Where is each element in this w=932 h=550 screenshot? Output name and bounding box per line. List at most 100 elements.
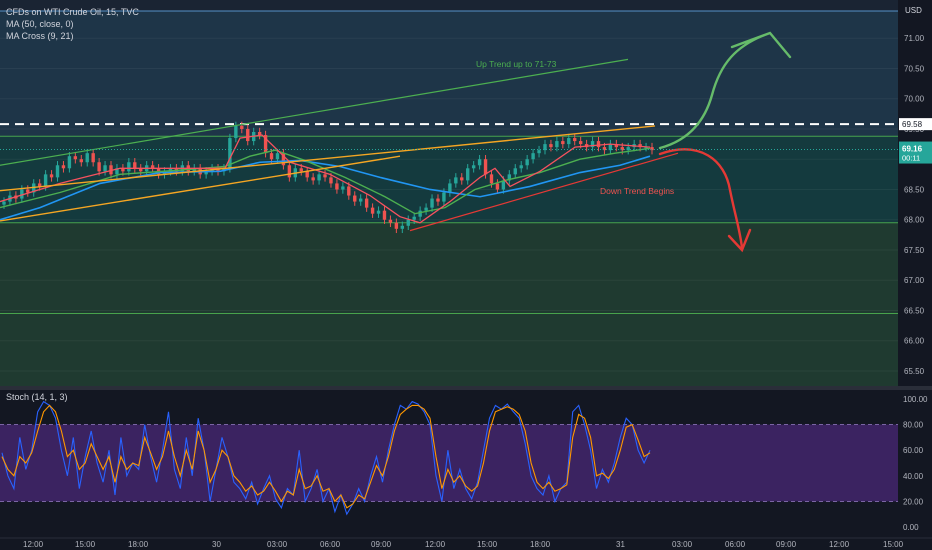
candle-body [412, 216, 416, 220]
candle-body [49, 174, 54, 178]
candle-body [109, 165, 113, 175]
annotation-down-trend: Down Trend Begins [600, 186, 674, 196]
price-tick-label: 66.00 [904, 337, 925, 346]
candle-body [573, 138, 577, 142]
orange-trend-line[interactable] [0, 125, 656, 192]
stoch-tick-label: 0.00 [903, 523, 919, 532]
candle-body [257, 132, 262, 136]
time-tick-label: 03:00 [672, 540, 693, 549]
candle-body [85, 153, 89, 163]
up-arrow[interactable] [658, 31, 792, 150]
price-tick-label: 67.00 [904, 276, 925, 285]
candle-body [418, 210, 422, 217]
stoch-tick-label: 80.00 [903, 421, 924, 430]
candle-body [287, 165, 292, 178]
candle-body [73, 156, 78, 160]
candle-body [608, 144, 613, 151]
candle-body [436, 198, 440, 202]
candle-body [335, 183, 339, 190]
time-tick-label: 30 [212, 540, 221, 549]
candle-body [466, 168, 470, 181]
ma-cross-legend[interactable]: MA Cross (9, 21) [6, 31, 74, 41]
candle-body [329, 177, 333, 184]
candle-body [495, 183, 500, 190]
candle-body [406, 219, 410, 226]
last-price-text: 69.16 [902, 145, 923, 154]
candle-body [20, 189, 24, 199]
candle-body [376, 210, 381, 214]
candle-body [394, 222, 399, 229]
candle-body [139, 168, 143, 172]
candle-body [578, 141, 583, 145]
currency-label[interactable]: USD [905, 6, 922, 15]
candle-body [168, 168, 173, 172]
candle-body [596, 141, 601, 148]
stoch-band [0, 424, 898, 502]
stoch-d-line [1, 404, 651, 509]
time-tick-label: 31 [616, 540, 625, 549]
candle-body [323, 174, 327, 178]
stoch-legend[interactable]: Stoch (14, 1, 3) [6, 392, 68, 402]
top-strip [0, 0, 898, 11]
candle-body [531, 153, 535, 160]
pane-separator[interactable] [0, 386, 932, 390]
candle-body [150, 165, 155, 169]
candle-body [97, 162, 101, 172]
candle-body [115, 168, 119, 175]
time-tick-label: 15:00 [883, 540, 904, 549]
candle-body [61, 165, 66, 169]
time-tick-label: 12:00 [23, 540, 44, 549]
candle-body [275, 153, 280, 160]
candle-body [567, 138, 571, 145]
stoch-tick-label: 20.00 [903, 497, 924, 506]
candle-body [26, 189, 30, 193]
last-price-badge [899, 141, 932, 164]
time-tick-label: 06:00 [725, 540, 746, 549]
middle-zone [0, 136, 898, 223]
candle-body [55, 165, 60, 178]
candle-body [555, 141, 559, 148]
candle-body [37, 183, 42, 187]
candle-body [353, 195, 357, 202]
candle-body [448, 183, 452, 193]
time-tick-label: 09:00 [371, 540, 392, 549]
candle-body [483, 159, 488, 175]
candle-body [561, 141, 565, 145]
candle-body [269, 153, 274, 160]
upper-channel-line[interactable] [0, 58, 629, 166]
lower-zone [0, 222, 898, 386]
upper-zone [0, 11, 898, 137]
candle-body [79, 159, 83, 163]
candle-body [400, 225, 405, 229]
annotation-up-trend: Up Trend up to 71-73 [476, 59, 557, 69]
candle-body [507, 174, 512, 181]
candle-body [317, 174, 321, 181]
candle-body [204, 171, 208, 175]
candle-body [192, 168, 196, 172]
candle-body [121, 168, 125, 172]
candle-body [501, 180, 506, 190]
rising-support-line[interactable] [409, 152, 679, 232]
price-tick-label: 68.00 [904, 216, 925, 225]
chart-title: CFDs on WTI Crude Oil, 15, TVC [6, 7, 139, 17]
time-tick-label: 18:00 [530, 540, 551, 549]
time-tick-label: 09:00 [776, 540, 797, 549]
price-tick-label: 67.50 [904, 246, 925, 255]
lower-orange-line[interactable] [0, 155, 401, 222]
candle-body [626, 147, 630, 151]
time-tick-label: 12:00 [425, 540, 446, 549]
candle-body [602, 147, 607, 151]
candle-body [91, 153, 95, 163]
candle-body [638, 144, 642, 148]
candle-body [424, 207, 428, 211]
candle-body [341, 186, 345, 190]
candle-body [650, 147, 654, 151]
candle-body [240, 125, 244, 129]
candle-body [370, 207, 375, 214]
candle-body [246, 128, 250, 142]
candle-body [228, 138, 232, 169]
candle-body [43, 174, 48, 187]
ma50-legend[interactable]: MA (50, close, 0) [6, 19, 74, 29]
candle-body [430, 198, 434, 208]
